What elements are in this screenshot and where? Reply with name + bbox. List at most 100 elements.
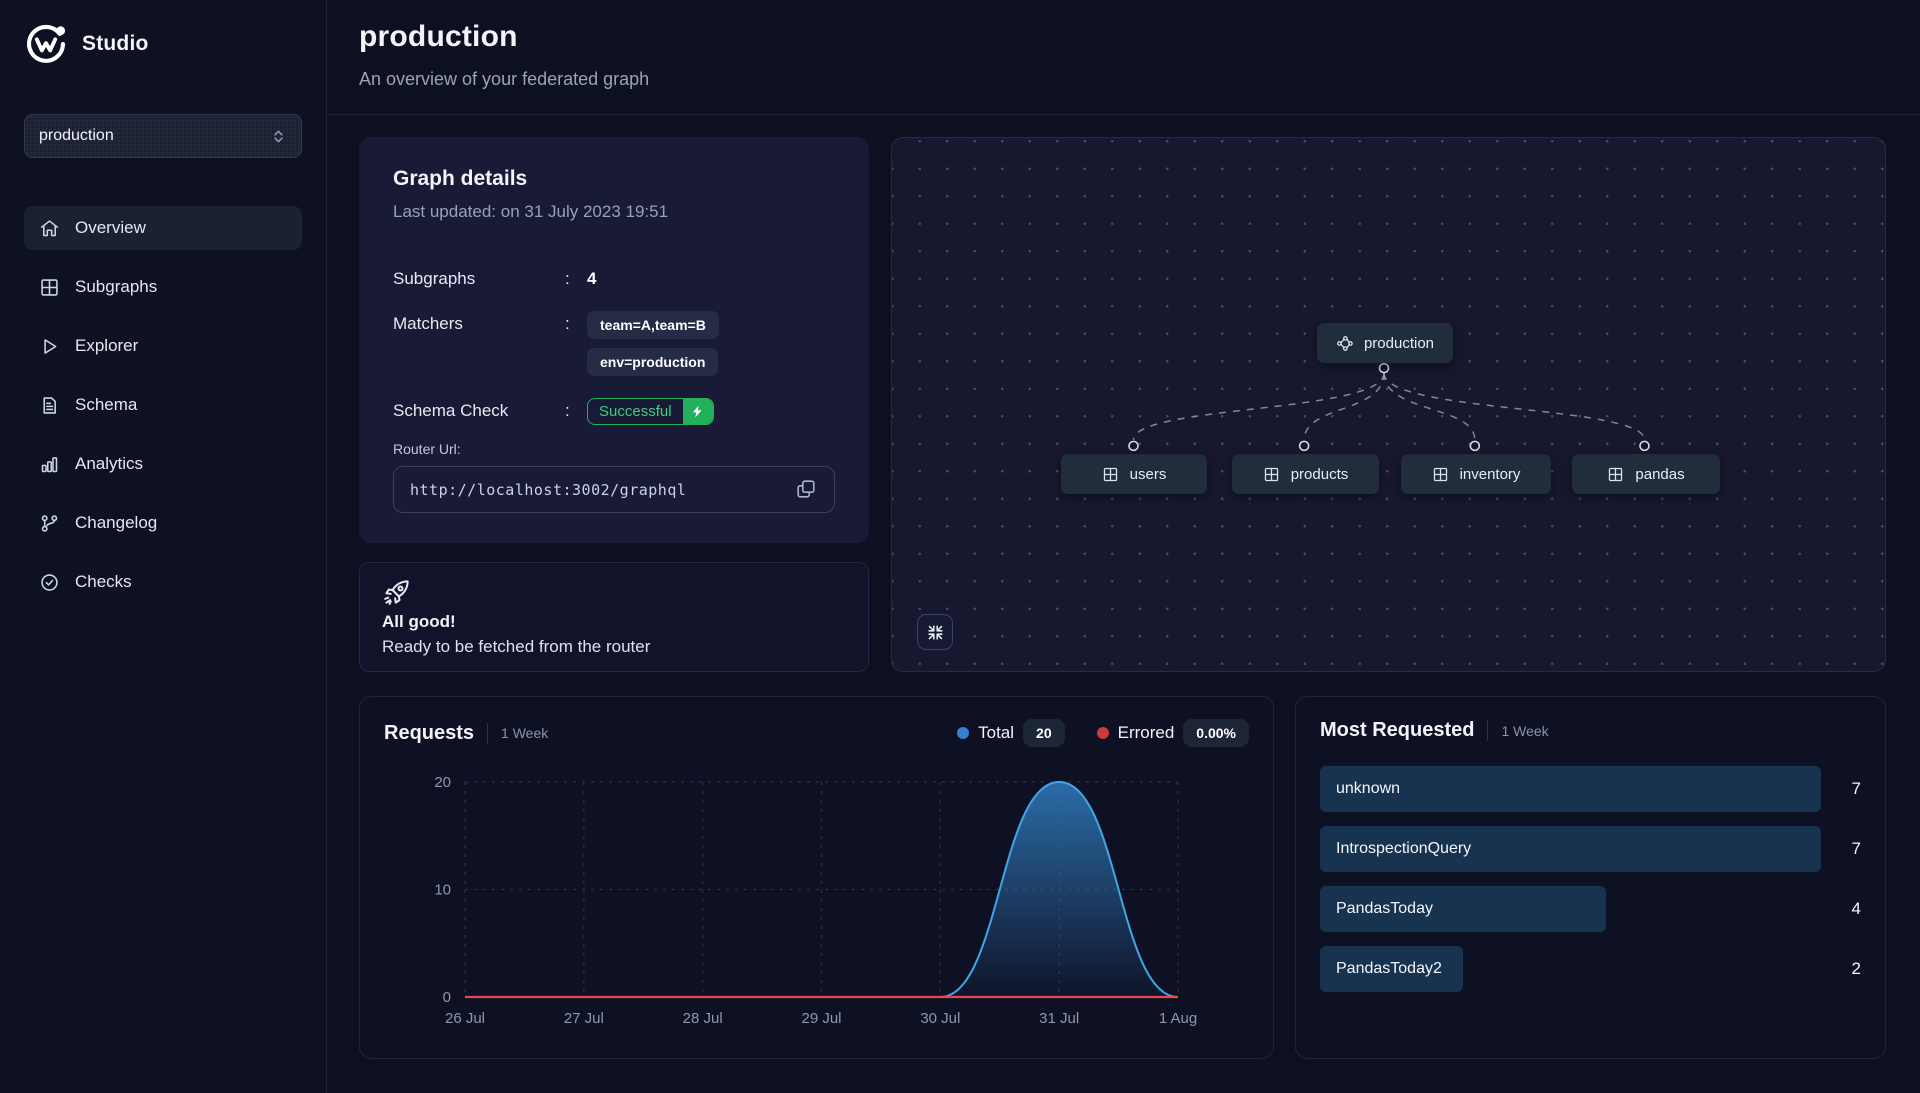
divider	[487, 723, 488, 744]
graph-select[interactable]: production	[24, 114, 302, 158]
sidebar-item-explorer[interactable]: Explorer	[24, 324, 302, 368]
graph-details-card: Graph details Last updated: on 31 July 2…	[359, 137, 869, 543]
most-requested-card: Most Requested 1 Week unknown7Introspect…	[1295, 696, 1886, 1059]
document-icon	[39, 395, 60, 416]
svg-text:26 Jul: 26 Jul	[445, 1010, 485, 1027]
requests-card-header: Requests 1 Week Total 20 Errored 0.00%	[360, 697, 1273, 757]
operation-bar-track: PandasToday	[1320, 886, 1821, 932]
last-updated: Last updated: on 31 July 2023 19:51	[393, 202, 835, 222]
operation-bar[interactable]: unknown	[1320, 766, 1821, 812]
svg-text:10: 10	[434, 882, 451, 899]
graph-select-value: production	[39, 127, 114, 145]
table-cells-icon	[1263, 466, 1280, 483]
total-label: Total	[978, 723, 1014, 743]
sidebar-item-label: Checks	[75, 572, 132, 592]
colon: :	[565, 266, 587, 289]
graph-node-label: users	[1130, 466, 1167, 483]
home-icon	[39, 218, 60, 239]
bar-chart-icon	[39, 454, 60, 475]
chart-legend: Total 20 Errored 0.00%	[957, 719, 1249, 747]
router-url-input[interactable]: http://localhost:3002/graphql	[393, 466, 835, 513]
schema-check-badge: Successful	[587, 398, 714, 425]
operation-count: 7	[1839, 779, 1861, 799]
most-requested-row: unknown 7	[1320, 766, 1861, 812]
subgraphs-value: 4	[587, 266, 835, 289]
play-icon	[39, 336, 60, 357]
graph-edges	[892, 138, 1885, 671]
router-url-section: Router Url: http://localhost:3002/graphq…	[393, 441, 835, 513]
graph-node-label: production	[1364, 335, 1434, 352]
sidebar-item-overview[interactable]: Overview	[24, 206, 302, 250]
most-requested-row: PandasToday22	[1320, 946, 1861, 992]
svg-text:27 Jul: 27 Jul	[564, 1010, 604, 1027]
operation-bar[interactable]: PandasToday2	[1320, 946, 1463, 992]
matcher-badge: env=production	[587, 348, 718, 376]
total-dot	[957, 727, 969, 739]
sidebar-item-checks[interactable]: Checks	[24, 560, 302, 604]
svg-text:1 Aug: 1 Aug	[1159, 1010, 1197, 1027]
divider	[1487, 720, 1488, 741]
operation-count: 7	[1839, 839, 1861, 859]
brand: Studio	[24, 20, 302, 68]
operation-bar[interactable]: IntrospectionQuery	[1320, 826, 1821, 872]
graph-node-subgraph[interactable]: inventory	[1401, 454, 1551, 494]
matcher-badges: team=A,team=B env=production	[587, 311, 835, 376]
graph-canvas[interactable]: production users products	[891, 137, 1886, 672]
sidebar-item-schema[interactable]: Schema	[24, 383, 302, 427]
page-subtitle: An overview of your federated graph	[359, 69, 1886, 90]
operation-name: PandasToday2	[1336, 960, 1442, 978]
status-banner-text: All good! Ready to be fetched from the r…	[382, 612, 846, 657]
svg-text:30 Jul: 30 Jul	[920, 1010, 960, 1027]
operation-bar-track: PandasToday2	[1320, 946, 1821, 992]
most-requested-row: IntrospectionQuery 7	[1320, 826, 1861, 872]
requests-period: 1 Week	[501, 725, 548, 741]
svg-text:31 Jul: 31 Jul	[1039, 1010, 1079, 1027]
sidebar-item-changelog[interactable]: Changelog	[24, 501, 302, 545]
operation-bar-track: unknown	[1320, 766, 1821, 812]
status-banner-title: All good!	[382, 612, 846, 632]
graph-node-label: inventory	[1460, 466, 1521, 483]
schema-check-label: Schema Check	[393, 398, 565, 421]
most-requested-row: PandasToday 4	[1320, 886, 1861, 932]
total-value-badge: 20	[1023, 719, 1065, 747]
table-cells-icon	[1102, 466, 1119, 483]
copy-button[interactable]	[794, 478, 818, 502]
operation-bar[interactable]: PandasToday	[1320, 886, 1606, 932]
table-cells-icon	[1607, 466, 1624, 483]
requests-card: Requests 1 Week Total 20 Errored 0.00%	[359, 696, 1274, 1059]
errored-dot	[1097, 727, 1109, 739]
main-content: production An overview of your federated…	[327, 0, 1920, 1093]
app-window: Studio production Overview Subgraphs	[0, 0, 1920, 1093]
git-branch-icon	[39, 513, 60, 534]
graph-node-subgraph[interactable]: pandas	[1572, 454, 1720, 494]
sidebar-item-analytics[interactable]: Analytics	[24, 442, 302, 486]
most-requested-period: 1 Week	[1501, 723, 1548, 739]
sidebar-nav: Overview Subgraphs Explorer Schema	[24, 206, 302, 604]
graph-node-label: products	[1291, 466, 1349, 483]
sidebar-item-label: Schema	[75, 395, 137, 415]
page-header: production An overview of your federated…	[327, 0, 1920, 115]
operation-name: unknown	[1336, 780, 1400, 798]
most-requested-header: Most Requested 1 Week	[1296, 697, 1885, 752]
sidebar-item-label: Subgraphs	[75, 277, 157, 297]
fit-view-button[interactable]	[917, 614, 953, 650]
lightning-icon	[683, 399, 713, 424]
sidebar-item-subgraphs[interactable]: Subgraphs	[24, 265, 302, 309]
router-url-label: Router Url:	[393, 441, 835, 457]
network-icon	[1336, 335, 1353, 352]
errored-label: Errored	[1118, 723, 1175, 743]
graph-node-label: pandas	[1635, 466, 1684, 483]
copy-icon	[795, 478, 817, 500]
sidebar: Studio production Overview Subgraphs	[0, 0, 327, 1093]
operation-count: 4	[1839, 899, 1861, 919]
sidebar-item-label: Analytics	[75, 454, 143, 474]
compress-icon	[927, 624, 944, 641]
status-banner-subtitle: Ready to be fetched from the router	[382, 637, 846, 657]
graph-node-root[interactable]: production	[1317, 323, 1453, 363]
graph-details-fields: Subgraphs : 4 Matchers : team=A,team=B e…	[393, 266, 835, 425]
graph-node-subgraph[interactable]: products	[1232, 454, 1379, 494]
most-requested-list: unknown7IntrospectionQuery7PandasToday4P…	[1296, 752, 1885, 992]
colon: :	[565, 398, 587, 421]
graph-node-subgraph[interactable]: users	[1061, 454, 1207, 494]
operation-name: IntrospectionQuery	[1336, 840, 1471, 858]
